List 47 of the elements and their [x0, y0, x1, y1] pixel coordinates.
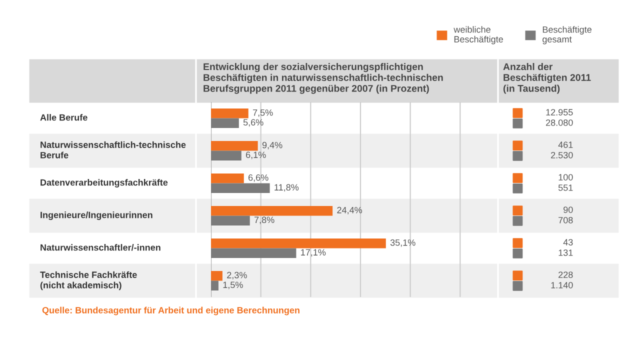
data-label: 2,3% [227, 272, 247, 280]
bar [211, 150, 242, 160]
bar [211, 216, 250, 226]
bar [211, 118, 239, 128]
data-label: 6,1% [246, 152, 266, 160]
bar [211, 141, 258, 151]
data-label: 1,5% [223, 282, 243, 290]
text: 1.140 [551, 282, 573, 288]
data-label: 17,1% [301, 249, 326, 257]
data-label: 7,5% [253, 109, 273, 117]
chart-title: Entwicklung der sozialversicherungspflichtigen Beschäftigten in naturwissenschaftlich-technischen Berufsgruppen 2011 gegenüber 2007 (in Prozent) [204, 63, 443, 94]
data-label: 6,6% [248, 174, 268, 182]
bar [211, 238, 386, 248]
text: 228 [558, 272, 573, 278]
text: 551 [558, 184, 573, 191]
bar [211, 183, 270, 193]
bar [211, 174, 244, 184]
legend-label: Beschäftigte gesamt [542, 26, 592, 44]
data-label: 24,4% [337, 206, 362, 214]
y-tick-label: Naturwissenschaftler/-innen [40, 244, 160, 251]
text: 28.080 [546, 119, 573, 126]
text: Anzahl der Beschäftigten 2011 (in Tausend) [503, 63, 591, 94]
data-label: 5,6% [243, 119, 264, 127]
text: 131 [558, 249, 573, 256]
y-tick-label: Naturwissenschaftlich-technische Berufe [40, 141, 186, 158]
text: 43 [563, 239, 573, 246]
text: 90 [564, 206, 573, 213]
text: 461 [558, 142, 573, 148]
text: 2.530 [551, 152, 573, 158]
bar [211, 108, 248, 118]
bar [211, 280, 218, 290]
data-label: 11,8% [274, 184, 299, 192]
bar [211, 206, 333, 216]
y-tick-label: Ingenieure/Ingenieurinnen [40, 212, 152, 220]
legend-label: weibliche Beschäftigte [454, 26, 503, 44]
bar [211, 271, 222, 281]
source-note: Quelle: Bundesagentur für Arbeit und eigene Berechnungen [42, 306, 300, 316]
text: 12.955 [546, 109, 573, 116]
text: 708 [558, 216, 573, 224]
y-tick-label: Datenverarbeitungsfachkräfte [40, 179, 168, 188]
bar [211, 248, 296, 258]
data-label: 7,8% [254, 216, 274, 224]
data-label: 9,4% [262, 142, 282, 150]
y-tick-label: Alle Berufe [40, 114, 88, 121]
data-label: 35,1% [390, 239, 416, 247]
text: 100 [558, 174, 573, 180]
y-tick-label: Technische Fachkräfte (nicht akademisch) [40, 271, 137, 290]
